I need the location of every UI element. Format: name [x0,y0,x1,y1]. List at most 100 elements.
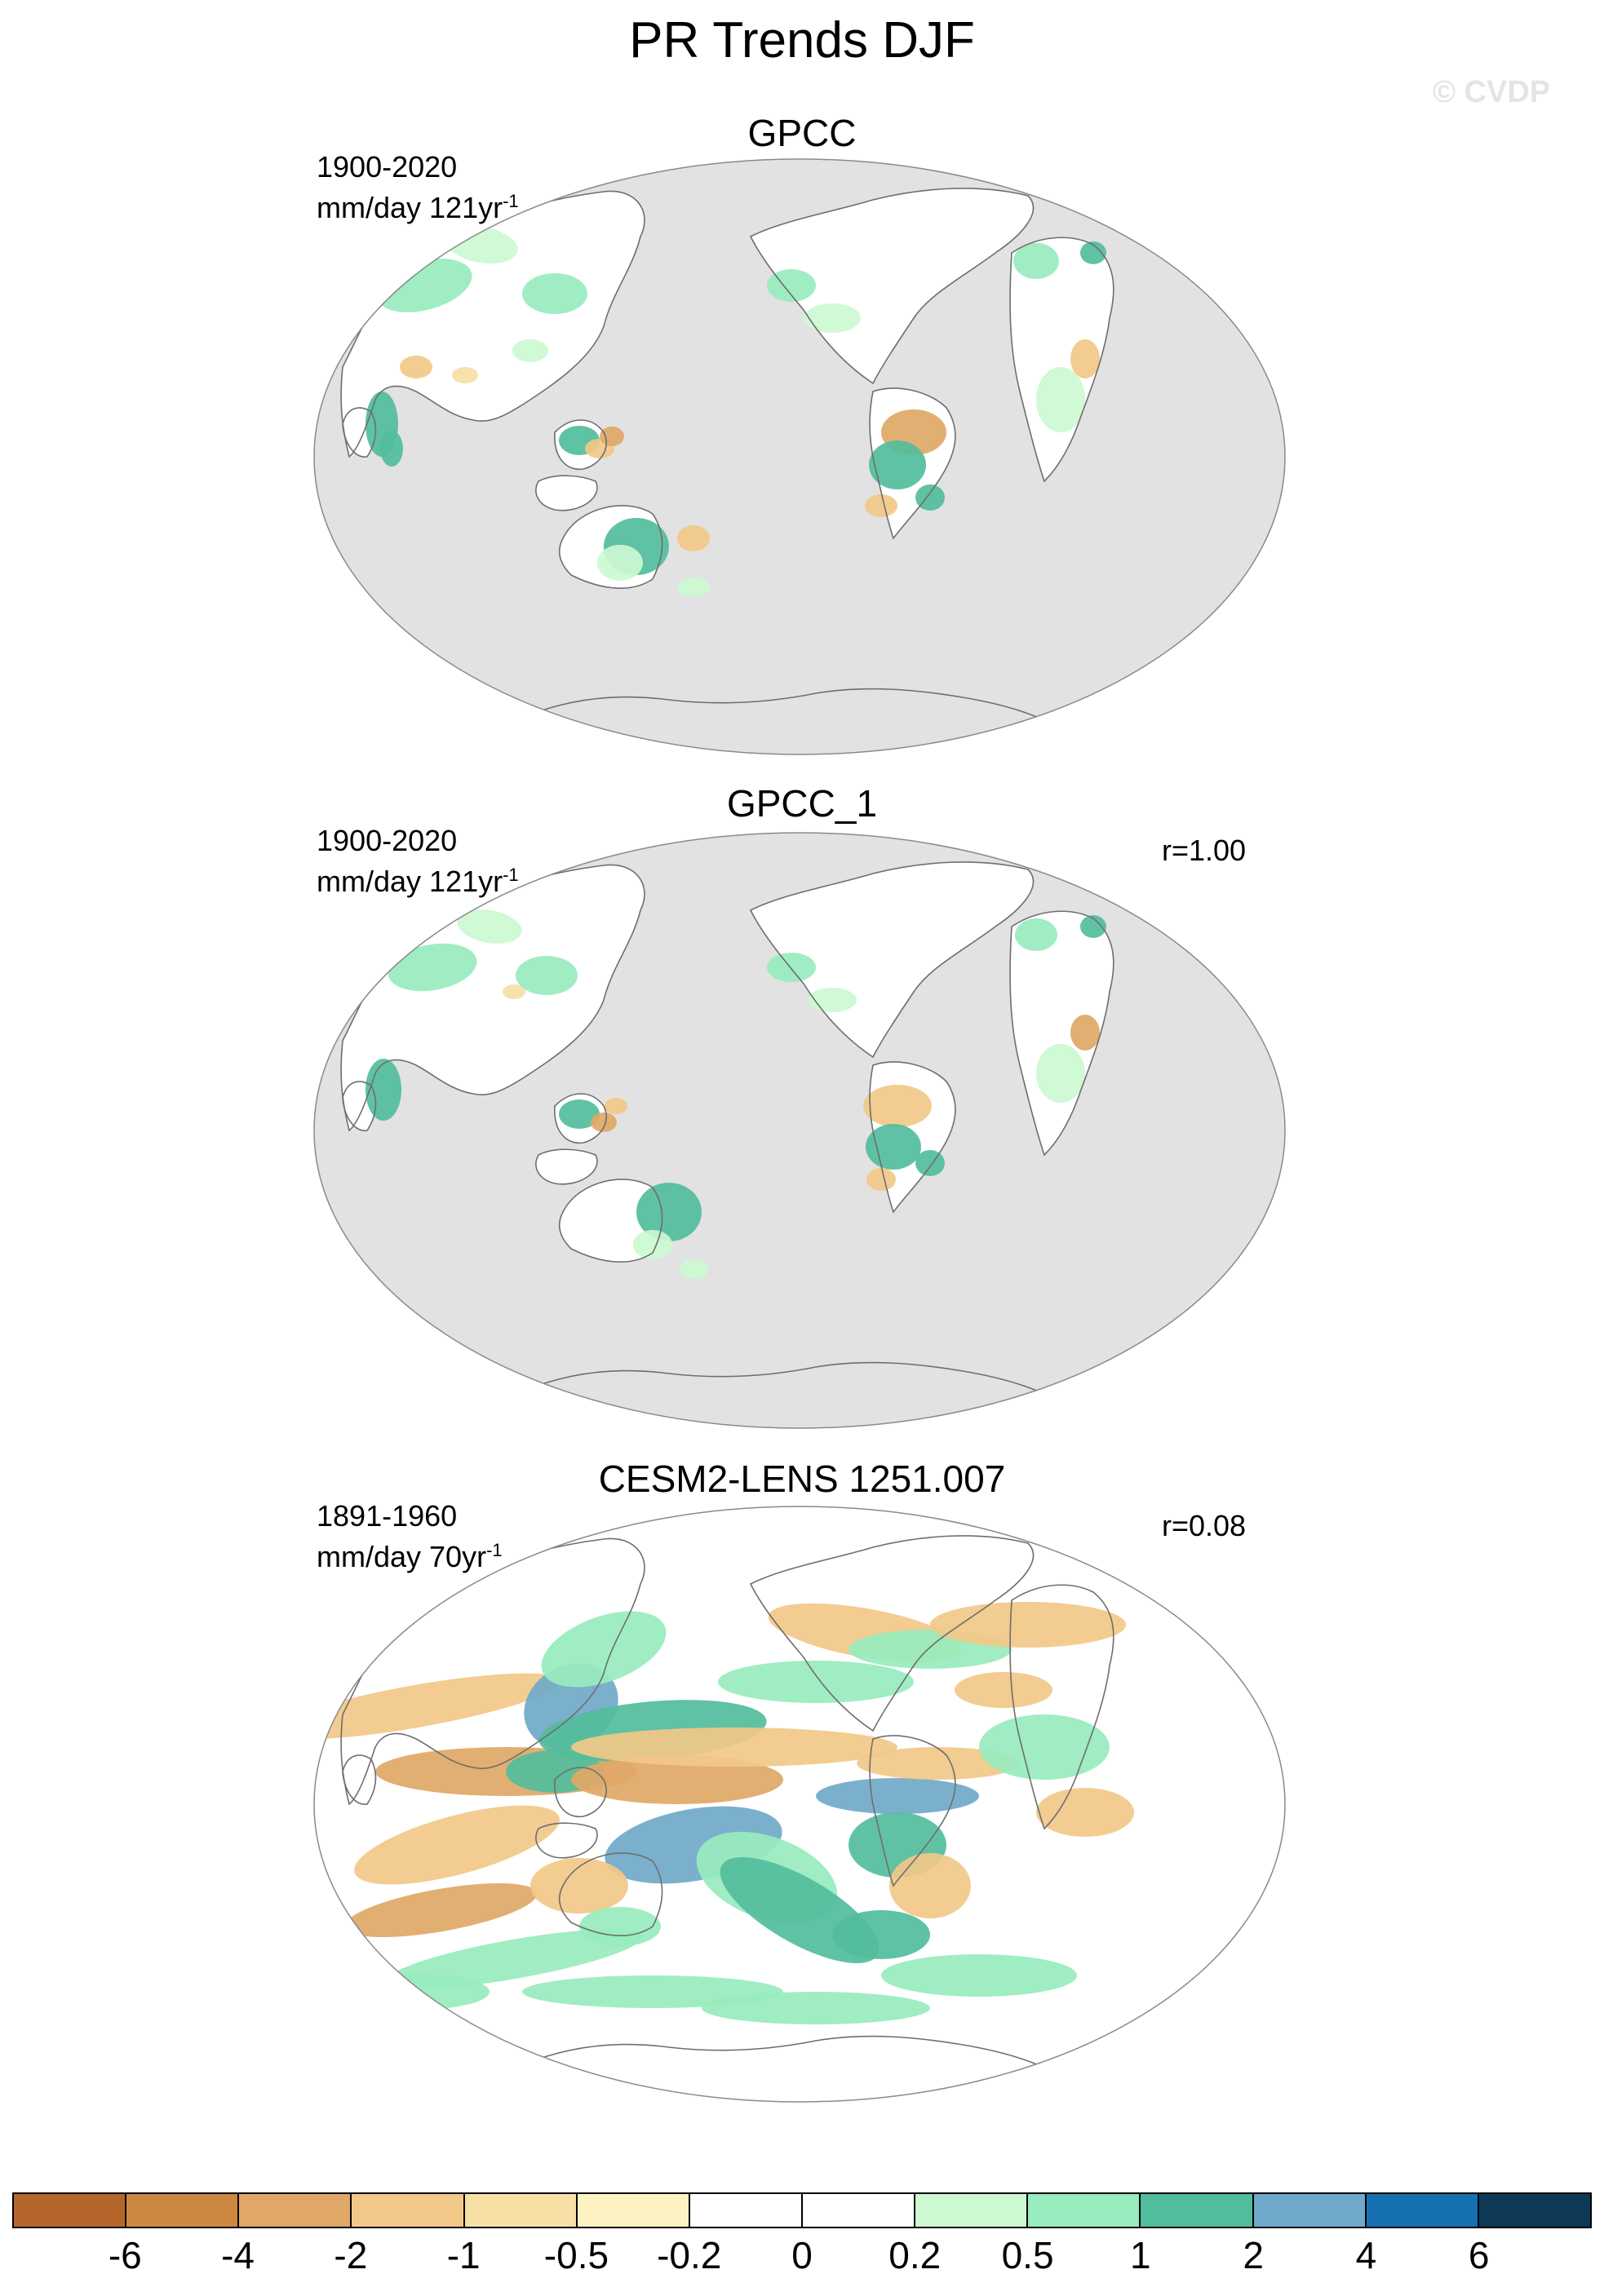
precip-anomaly-patch [571,1755,783,1804]
precip-anomaly-patch [866,1168,896,1191]
coastline [521,2035,1061,2078]
map-border [313,158,1286,755]
precip-anomaly-patch [804,303,861,333]
colorbar-box [1253,2194,1367,2227]
cvdp-watermark: © CVDP [1433,75,1551,109]
coastline [535,1822,598,1859]
precip-anomaly-patch [866,1124,921,1170]
precip-anomaly-patch [1036,367,1085,432]
land-mask [535,476,597,511]
pattern-correlation: r=0.08 [1162,1509,1247,1542]
coastline [535,1148,598,1185]
coastline [749,1535,1035,1732]
precip-anomaly-patch [597,545,643,581]
period-label: 1900-2020 [317,150,458,184]
colorbar-tick-label: -0.5 [543,2234,609,2276]
map-content [314,159,1285,754]
precip-anomaly-patch [343,1974,490,2010]
panel-period-units: 1900-2020 mm/day 121yr-1 [317,824,519,899]
precip-anomaly-patch [516,956,578,995]
colorbar-box [1141,2194,1254,2227]
map-border [313,832,1286,1429]
precip-anomaly-patch [915,484,945,511]
precip-anomaly-patch [702,1992,930,2024]
precip-anomaly-patch [636,1183,702,1241]
precip-anomaly-patch [863,1085,932,1127]
precip-anomaly-patch [388,943,477,992]
precip-anomaly-patch [679,1259,708,1279]
colorbar-labels: -6 -4 -2 -1 -0.5 -0.2 0 0.2 0.5 1 2 4 6 [12,2233,1592,2282]
colorbar-box [689,2194,803,2227]
precip-anomaly-patch [503,984,525,999]
precip-anomaly-patch [955,1672,1052,1708]
colorbar-tick-label: -2 [334,2234,368,2276]
panel-title: GPCC [747,112,857,154]
precip-anomaly-patch [400,356,432,378]
panel-title: GPCC_1 [726,782,878,825]
colorbar-tick-label: -1 [446,2234,481,2276]
coastline [869,387,956,540]
world-map [313,832,1286,1429]
precip-anomaly-patch [1070,1015,1100,1051]
precip-anomaly-patch [718,1661,914,1703]
precip-anomaly-patch [579,1907,661,1946]
colorbar-box [915,2194,1029,2227]
precip-anomaly-patch [1080,241,1106,264]
precip-anomaly-patch [677,577,710,597]
coastline [749,188,1035,385]
precip-anomaly-patch [633,1230,672,1259]
precip-anomaly-patch [1013,243,1059,279]
precip-anomaly-patch [366,1059,401,1121]
colorbar-tick-label: 2 [1243,2234,1264,2276]
units-label: mm/day 121yr-1 [317,865,519,898]
period-label: 1900-2020 [317,824,458,857]
units-label: mm/day 70yr-1 [317,1540,503,1573]
panel-title: CESM2-LENS 1251.007 [598,1458,1006,1500]
precip-anomaly-patch [767,953,816,982]
precip-anomaly-patch [915,1150,945,1176]
precip-anomaly-patch [1070,339,1100,378]
colorbar-box [577,2194,690,2227]
coastline [554,1093,607,1144]
precip-anomaly-patch [857,1747,1020,1780]
land-mask [1010,237,1114,481]
coastline [521,1361,1061,1405]
precip-anomaly-patch [1036,1788,1134,1837]
coastline [342,1081,377,1131]
precip-anomaly-patch [881,1954,1077,1997]
precip-anomaly-patch [530,1858,628,1913]
precip-anomaly-patch [677,525,710,551]
precip-anomaly-patch [452,367,478,383]
precip-anomaly-patch [354,1805,560,1885]
precip-anomaly-patch [889,1853,971,1918]
precip-anomaly-patch [512,339,548,362]
colorbar-box [239,2194,352,2227]
precip-anomaly-patch [343,1882,538,1938]
precip-anomaly-patch [869,440,926,489]
precip-anomaly-patch [600,427,624,446]
precip-anomaly-patch [559,1099,600,1129]
colorbar-box [126,2194,240,2227]
coastline [1009,1584,1114,1830]
colorbar-tick-label: -0.2 [657,2234,722,2276]
colorbar-box [14,2194,127,2227]
land-mask [535,1149,597,1184]
precip-anomaly-patch [979,1714,1110,1780]
colorbar-tick-label: 0 [791,2234,813,2276]
colorbar-tick-label: 0.5 [1001,2234,1054,2276]
colorbar-box [802,2194,916,2227]
coastline [1009,237,1114,483]
map-content [314,1506,1285,2102]
colorbar-tick-label: 1 [1130,2234,1151,2276]
panel-period-units: 1891-1960 mm/day 70yr-1 [317,1499,503,1574]
coastline [554,419,607,471]
colorbar-tick-label: -4 [221,2234,255,2276]
precip-anomaly-patch [385,1929,643,1989]
coastline [342,1754,377,1805]
period-label: 1891-1960 [317,1499,458,1533]
coastline [1009,910,1114,1157]
precip-anomaly-patch [591,1113,617,1132]
precip-anomaly-patch [541,1611,667,1688]
coastline [535,475,598,511]
coastline [558,505,663,589]
